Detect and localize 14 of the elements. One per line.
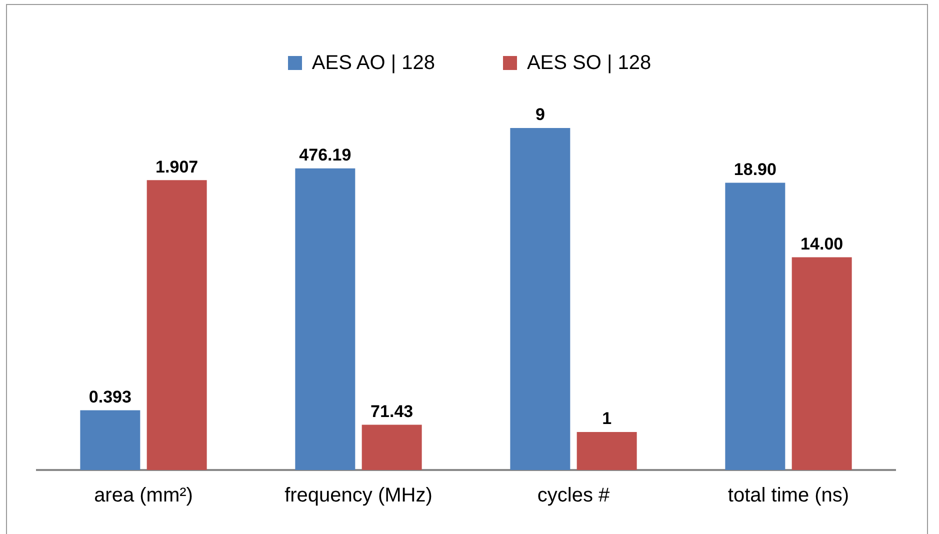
legend-label: AES SO | 128	[526, 52, 652, 75]
data-label: 18.90	[734, 160, 776, 179]
data-label: 1	[602, 409, 612, 428]
x-tick-label: cycles #	[537, 484, 610, 507]
legend-label: AES AO | 128	[310, 52, 435, 75]
data-label: 9	[535, 105, 545, 124]
x-tick-label: frequency (MHz)	[284, 484, 432, 507]
data-label: 1.907	[156, 157, 198, 176]
data-label: 14.00	[800, 234, 844, 254]
x-tick-label: total time (ns)	[728, 484, 850, 507]
data-label: 0.393	[88, 387, 132, 406]
data-label: 71.43	[370, 402, 414, 421]
x-tick-label: area (mm²)	[94, 484, 193, 507]
data-label: 476.19	[299, 146, 352, 165]
